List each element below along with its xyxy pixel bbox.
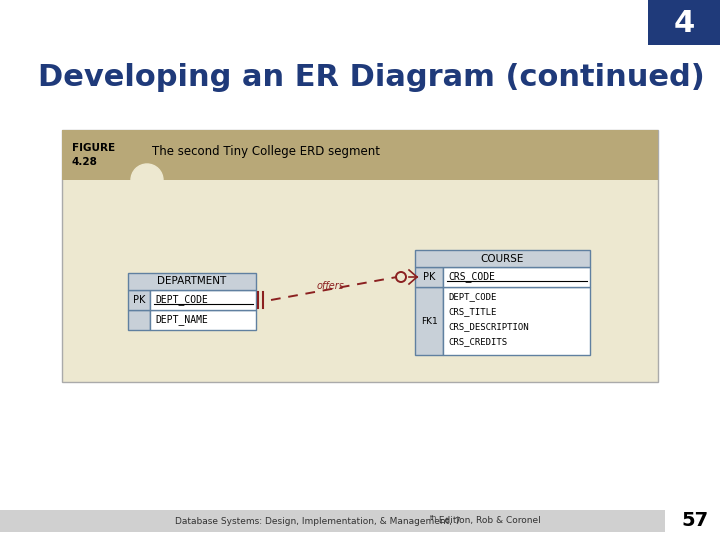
Text: Developing an ER Diagram (continued): Developing an ER Diagram (continued) bbox=[38, 63, 705, 91]
Text: DEPT_NAME: DEPT_NAME bbox=[155, 314, 208, 326]
Text: FK1: FK1 bbox=[420, 316, 437, 326]
Text: Database Systems: Design, Implementation, & Management, 7: Database Systems: Design, Implementation… bbox=[175, 516, 461, 525]
Text: 57: 57 bbox=[681, 511, 708, 530]
Text: FIGURE
4.28: FIGURE 4.28 bbox=[72, 143, 115, 167]
Bar bbox=[443, 287, 590, 355]
Bar bbox=[648, 0, 720, 45]
Bar bbox=[415, 287, 443, 355]
Text: DEPT_CODE: DEPT_CODE bbox=[155, 294, 208, 306]
Text: PK: PK bbox=[132, 295, 145, 305]
Bar bbox=[150, 290, 256, 310]
Bar bbox=[128, 310, 150, 330]
Bar bbox=[443, 267, 590, 287]
Text: offers: offers bbox=[317, 281, 344, 291]
Text: CRS_DESCRIPTION: CRS_DESCRIPTION bbox=[448, 322, 528, 332]
Bar bbox=[150, 310, 256, 330]
Text: CRS_TITLE: CRS_TITLE bbox=[448, 307, 496, 316]
Circle shape bbox=[131, 164, 163, 196]
Bar bbox=[415, 250, 590, 267]
Text: 4: 4 bbox=[673, 9, 695, 37]
Text: DEPT_CODE: DEPT_CODE bbox=[448, 293, 496, 301]
Bar bbox=[415, 267, 443, 287]
Text: CRS_CODE: CRS_CODE bbox=[448, 272, 495, 282]
Bar bbox=[0, 510, 665, 532]
Text: PK: PK bbox=[423, 272, 435, 282]
Bar bbox=[128, 290, 150, 310]
Text: DEPARTMENT: DEPARTMENT bbox=[158, 276, 227, 287]
Text: CRS_CREDITS: CRS_CREDITS bbox=[448, 338, 507, 347]
Text: th: th bbox=[430, 515, 437, 521]
Text: Edition, Rob & Coronel: Edition, Rob & Coronel bbox=[436, 516, 541, 525]
Bar bbox=[128, 273, 256, 290]
Text: The second Tiny College ERD segment: The second Tiny College ERD segment bbox=[152, 145, 380, 159]
Text: COURSE: COURSE bbox=[481, 253, 524, 264]
Bar bbox=[62, 130, 658, 382]
Bar bbox=[62, 130, 658, 180]
